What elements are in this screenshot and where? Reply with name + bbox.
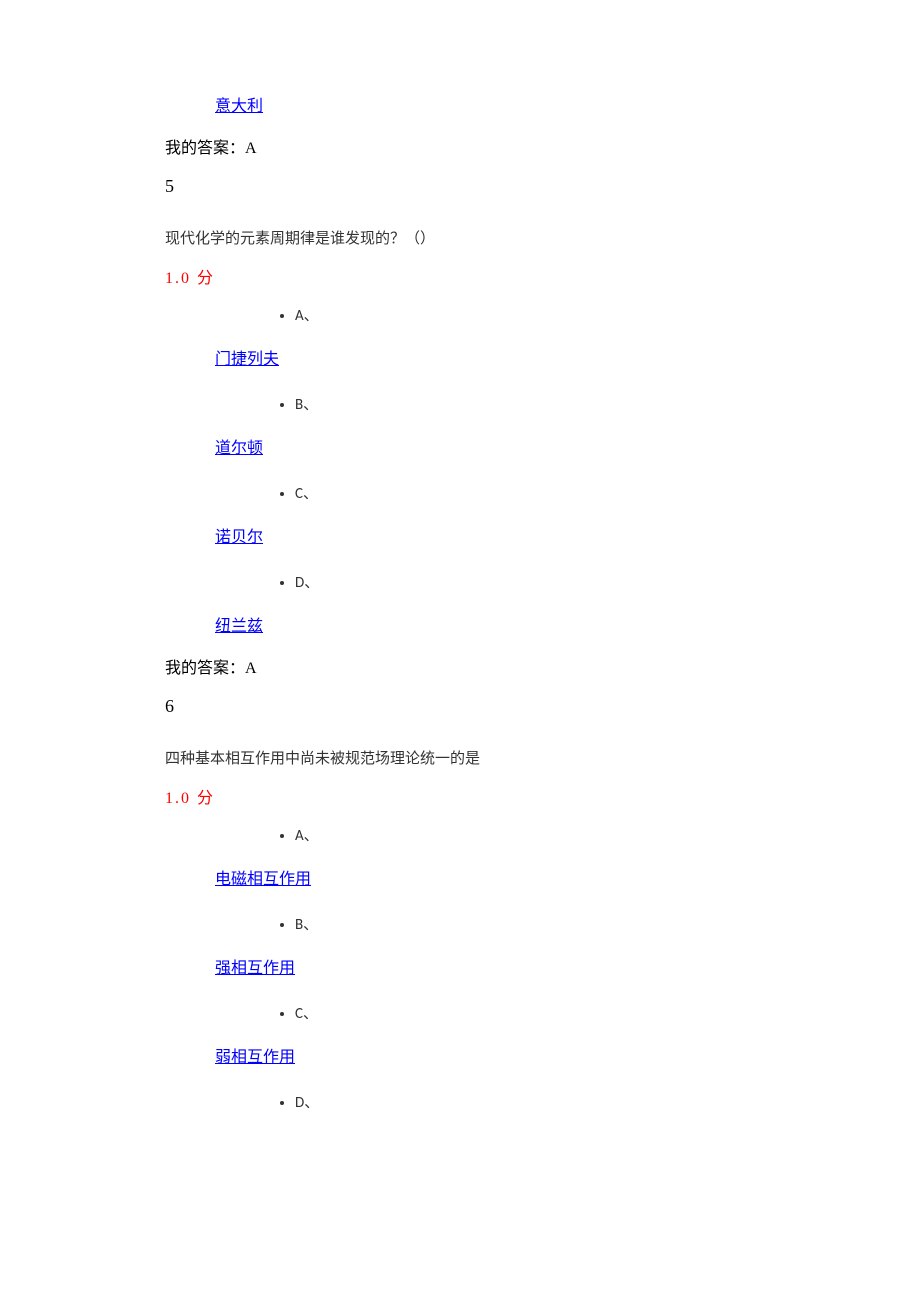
question-text-6: 四种基本相互作用中尚未被规范场理论统一的是	[165, 747, 870, 768]
option-link-5a[interactable]: 门捷列夫	[215, 345, 279, 369]
option-label-5d: D、	[295, 571, 870, 592]
option-label-6b: B、	[295, 913, 870, 934]
question-number-6: 6	[165, 696, 870, 717]
score-6: 1.0 分	[165, 784, 870, 808]
option-link-5d[interactable]: 纽兰兹	[215, 612, 263, 636]
option-label-6a: A、	[295, 824, 870, 845]
option-label-5b: B、	[295, 393, 870, 414]
option-label-5c: C、	[295, 482, 870, 503]
option-label-6d: D、	[295, 1091, 870, 1112]
option-link-5b[interactable]: 道尔顿	[215, 434, 263, 458]
question-text-5: 现代化学的元素周期律是谁发现的？（）	[165, 227, 870, 248]
option-link-6c[interactable]: 弱相互作用	[215, 1043, 295, 1067]
option-link-6a[interactable]: 电磁相互作用	[215, 865, 311, 889]
score-5: 1.0 分	[165, 264, 870, 288]
my-answer-5: 我的答案：A	[165, 654, 870, 678]
option-link-5c[interactable]: 诺贝尔	[215, 523, 263, 547]
my-answer-q4: 我的答案：A	[165, 134, 870, 158]
option-label-6c: C、	[295, 1002, 870, 1023]
option-link-q4-d[interactable]: 意大利	[215, 92, 263, 116]
option-label-5a: A、	[295, 304, 870, 325]
option-link-6b[interactable]: 强相互作用	[215, 954, 295, 978]
question-number-5: 5	[165, 176, 870, 197]
